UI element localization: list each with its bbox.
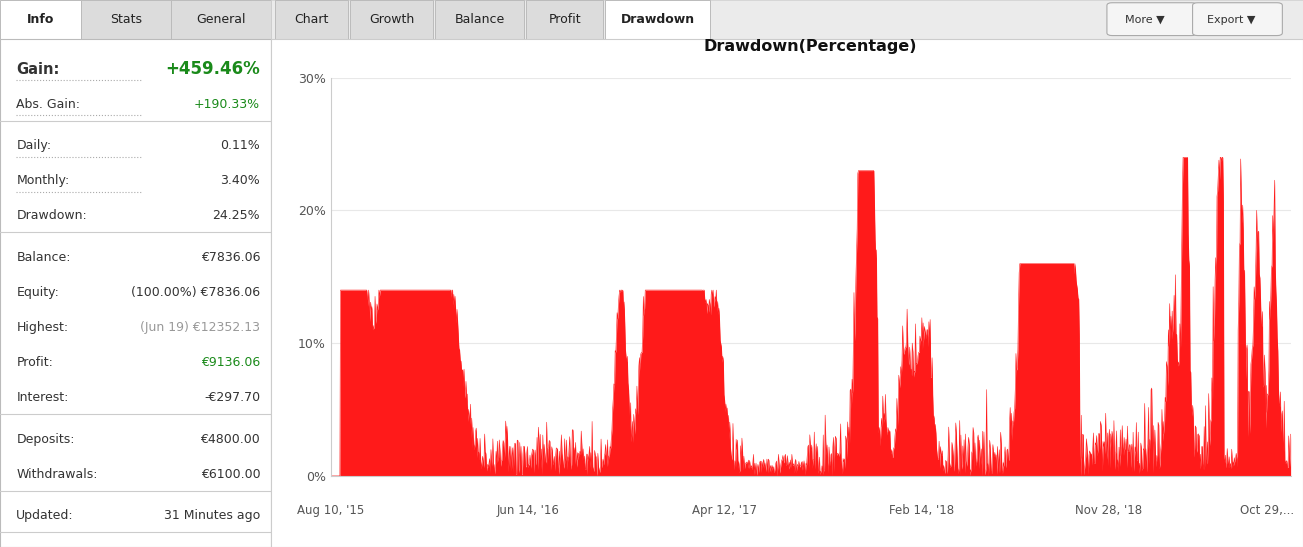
- Text: Stats: Stats: [109, 13, 142, 26]
- Text: Export ▼: Export ▼: [1207, 15, 1255, 25]
- Bar: [606, 0, 710, 39]
- Text: Withdrawals:: Withdrawals:: [16, 468, 98, 481]
- Text: Nov 28, '18: Nov 28, '18: [1075, 504, 1141, 517]
- Text: +459.46%: +459.46%: [165, 60, 261, 78]
- Text: Jun 14, '16: Jun 14, '16: [496, 504, 559, 517]
- Text: -€297.70: -€297.70: [205, 391, 261, 404]
- Text: Updated:: Updated:: [16, 509, 74, 522]
- Text: 3.40%: 3.40%: [220, 174, 261, 188]
- Text: Aug 10, '15: Aug 10, '15: [297, 504, 365, 517]
- Text: Monthly:: Monthly:: [16, 174, 69, 188]
- Text: Growth: Growth: [369, 13, 414, 26]
- Bar: [435, 0, 524, 39]
- Text: Info: Info: [27, 13, 55, 26]
- Text: Interest:: Interest:: [16, 391, 69, 404]
- Text: Drawdown:: Drawdown:: [16, 210, 87, 223]
- Text: €7836.06: €7836.06: [201, 251, 261, 264]
- Bar: [271, 0, 1303, 39]
- FancyBboxPatch shape: [1108, 3, 1196, 36]
- Text: +190.33%: +190.33%: [194, 98, 261, 111]
- Text: Abs. Gain:: Abs. Gain:: [16, 98, 81, 111]
- Bar: [275, 0, 348, 39]
- Text: €6100.00: €6100.00: [201, 468, 261, 481]
- Bar: [81, 0, 171, 39]
- Text: More ▼: More ▼: [1126, 15, 1165, 25]
- Text: Deposits:: Deposits:: [16, 433, 74, 446]
- Text: Oct 29,...: Oct 29,...: [1239, 504, 1294, 517]
- Text: Chart: Chart: [294, 13, 328, 26]
- Text: (Jun 19) €12352.13: (Jun 19) €12352.13: [141, 321, 261, 334]
- Text: Gain:: Gain:: [16, 62, 60, 77]
- Bar: [171, 0, 271, 39]
- Text: Balance: Balance: [455, 13, 504, 26]
- Text: Drawdown(Percentage): Drawdown(Percentage): [704, 39, 917, 54]
- Text: General: General: [197, 13, 246, 26]
- Text: 24.25%: 24.25%: [212, 210, 261, 223]
- Text: €9136.06: €9136.06: [201, 356, 261, 369]
- Text: (100.00%) €7836.06: (100.00%) €7836.06: [132, 286, 261, 299]
- Text: Feb 14, '18: Feb 14, '18: [889, 504, 954, 517]
- Bar: [526, 0, 603, 39]
- FancyBboxPatch shape: [1192, 3, 1282, 36]
- Bar: [351, 0, 433, 39]
- Text: Apr 12, '17: Apr 12, '17: [692, 504, 757, 517]
- Text: €4800.00: €4800.00: [201, 433, 261, 446]
- Text: Drawdown: Drawdown: [620, 13, 694, 26]
- Text: 31 Minutes ago: 31 Minutes ago: [164, 509, 261, 522]
- Text: Highest:: Highest:: [16, 321, 68, 334]
- Bar: [0, 0, 81, 39]
- Text: Profit: Profit: [549, 13, 581, 26]
- Text: Profit:: Profit:: [16, 356, 53, 369]
- Text: 0.11%: 0.11%: [220, 139, 261, 153]
- Text: Daily:: Daily:: [16, 139, 51, 153]
- Text: Equity:: Equity:: [16, 286, 59, 299]
- Text: Balance:: Balance:: [16, 251, 70, 264]
